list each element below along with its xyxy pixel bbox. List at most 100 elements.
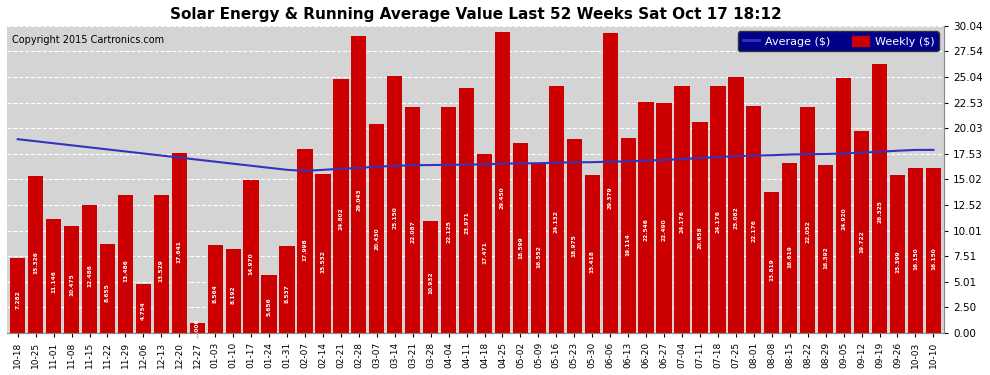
Bar [746,106,761,333]
Text: 29.043: 29.043 [356,188,361,211]
Text: 16.619: 16.619 [787,245,792,268]
Bar [908,168,923,333]
Text: 4.754: 4.754 [141,302,146,320]
Bar [603,33,618,333]
Bar [800,108,816,333]
Text: 18.599: 18.599 [518,236,523,259]
Text: 15.326: 15.326 [34,251,39,274]
Text: 22.490: 22.490 [661,218,666,241]
Bar [585,175,600,333]
Text: 17.471: 17.471 [482,241,487,264]
Bar [82,205,97,333]
Bar [153,195,169,333]
Bar [729,76,743,333]
Bar [387,76,402,333]
Text: 24.176: 24.176 [716,210,721,233]
Text: 7.282: 7.282 [15,290,20,309]
Text: 1.006: 1.006 [195,319,200,338]
Text: 22.125: 22.125 [446,220,451,243]
Text: 15.399: 15.399 [895,251,900,273]
Bar [854,131,869,333]
Bar [710,86,726,333]
Bar [10,258,26,333]
Text: 25.082: 25.082 [734,206,739,229]
Bar [100,244,115,333]
Bar [315,174,331,333]
Text: 19.114: 19.114 [626,234,631,256]
Bar [369,124,384,333]
Bar [566,139,582,333]
Title: Solar Energy & Running Average Value Last 52 Weeks Sat Oct 17 18:12: Solar Energy & Running Average Value Las… [169,7,781,22]
Text: 29.450: 29.450 [500,186,505,209]
Bar [656,103,671,333]
Bar [64,226,79,333]
Text: 29.379: 29.379 [608,186,613,209]
Bar [477,154,492,333]
Text: 8.564: 8.564 [213,284,218,303]
Text: 24.920: 24.920 [842,207,846,230]
Bar [171,153,187,333]
Text: 23.971: 23.971 [464,211,469,234]
Bar [351,36,366,333]
Bar [890,176,905,333]
Text: 13.819: 13.819 [769,258,774,280]
Bar [208,245,223,333]
Text: 19.722: 19.722 [859,231,864,254]
Bar [244,180,258,333]
Text: 5.656: 5.656 [266,297,271,316]
Text: 24.132: 24.132 [553,210,558,233]
Bar [872,64,887,333]
Text: 16.392: 16.392 [823,246,829,269]
Bar [639,102,653,333]
Bar [513,143,528,333]
Bar [136,284,151,333]
Text: 11.146: 11.146 [51,270,56,293]
Bar [836,78,851,333]
Bar [459,88,474,333]
Bar [28,176,44,333]
Text: 24.176: 24.176 [679,210,684,233]
Text: 22.052: 22.052 [805,220,810,243]
Bar [334,80,348,333]
Bar [548,86,564,333]
Bar [405,107,421,333]
Text: 20.430: 20.430 [374,228,379,250]
Text: 13.486: 13.486 [123,260,128,282]
Text: 15.418: 15.418 [590,251,595,273]
Bar [621,138,636,333]
Text: Copyright 2015 Cartronics.com: Copyright 2015 Cartronics.com [12,35,163,45]
Text: 10.475: 10.475 [69,273,74,296]
Text: 20.658: 20.658 [698,226,703,249]
Bar [531,164,546,333]
Bar [926,168,941,333]
Text: 10.932: 10.932 [428,271,434,294]
Bar [674,86,690,333]
Bar [495,32,510,333]
Bar [818,165,834,333]
Text: 16.150: 16.150 [913,247,918,270]
Bar [261,275,277,333]
Legend: Average ($), Weekly ($): Average ($), Weekly ($) [739,32,939,51]
Bar [46,219,61,333]
Text: 17.998: 17.998 [303,239,308,261]
Text: 25.150: 25.150 [392,206,397,228]
Bar [297,149,313,333]
Text: 14.970: 14.970 [248,253,253,275]
Text: 15.532: 15.532 [321,250,326,273]
Text: 18.975: 18.975 [572,234,577,257]
Bar [692,122,708,333]
Text: 16.552: 16.552 [536,245,541,268]
Text: 16.150: 16.150 [931,247,936,270]
Bar [441,107,456,333]
Bar [279,246,295,333]
Text: 8.192: 8.192 [231,286,236,304]
Text: 17.641: 17.641 [177,240,182,263]
Text: 22.087: 22.087 [410,220,415,243]
Text: 8.655: 8.655 [105,284,110,302]
Text: 26.325: 26.325 [877,200,882,223]
Bar [423,221,439,333]
Text: 22.546: 22.546 [644,218,648,241]
Bar [226,249,241,333]
Text: 22.176: 22.176 [751,219,756,242]
Bar [782,163,797,333]
